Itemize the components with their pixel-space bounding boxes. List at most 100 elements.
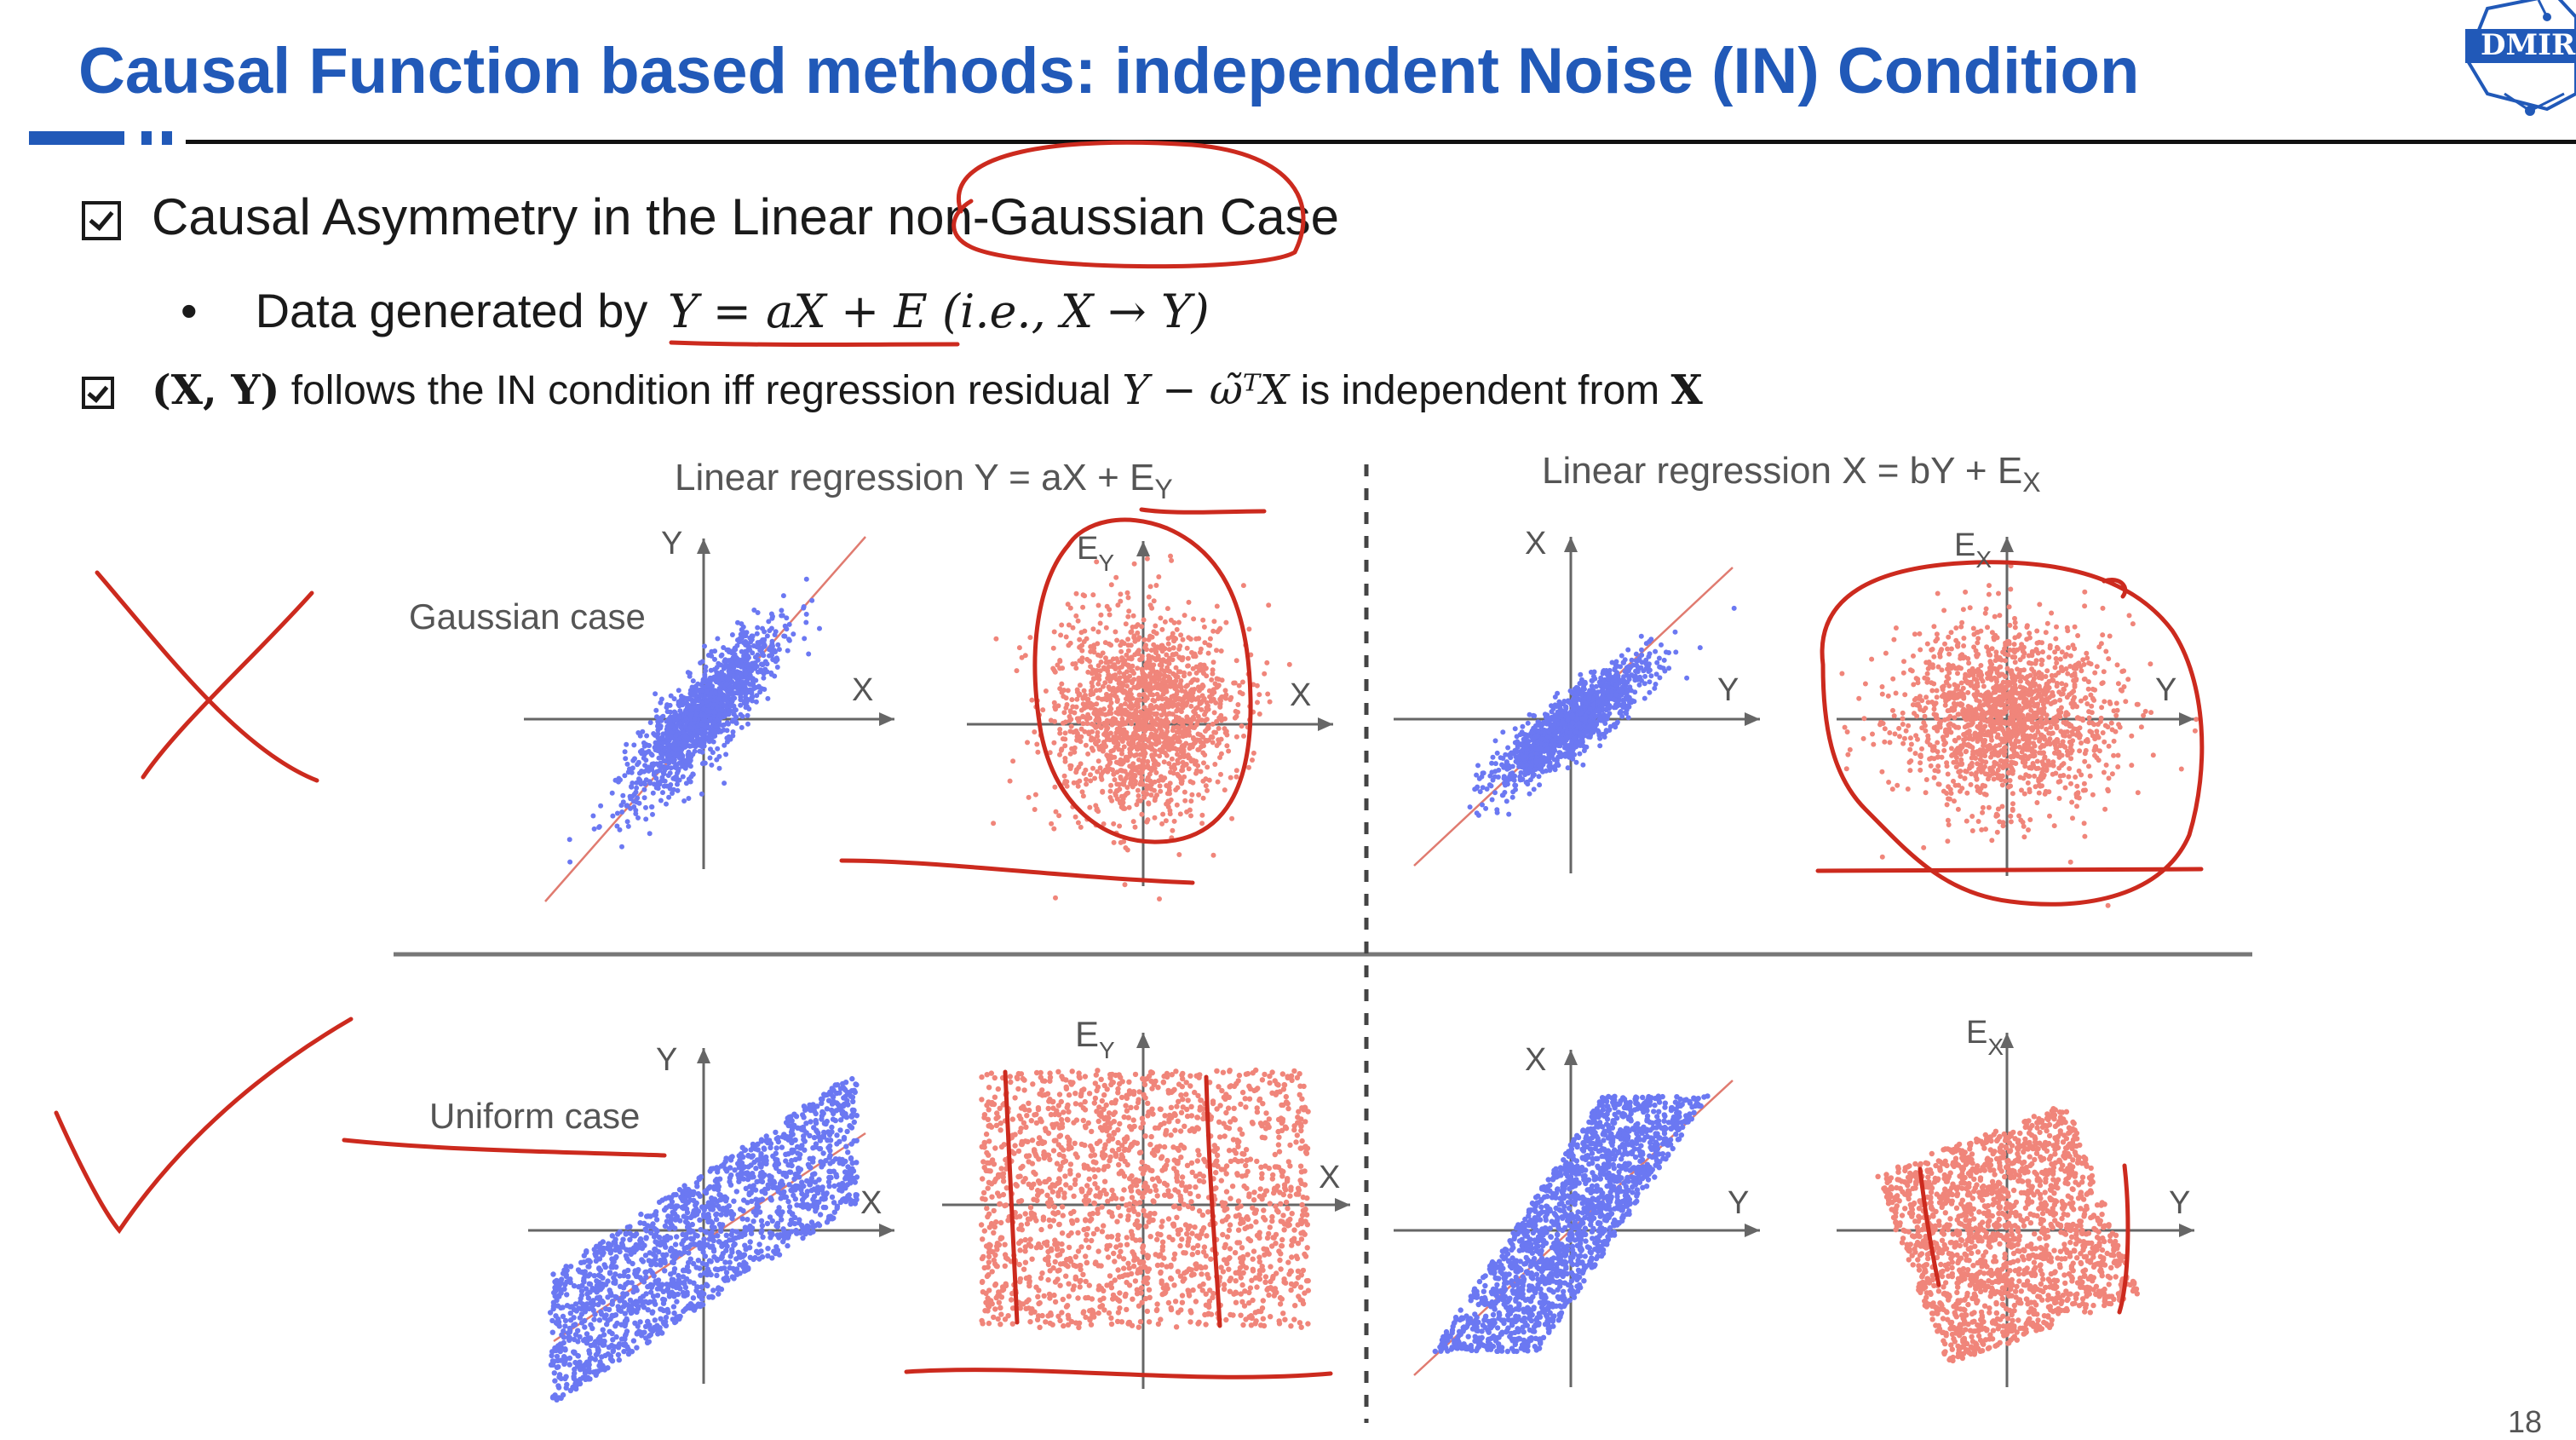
data-point — [1073, 665, 1078, 671]
data-point — [1056, 813, 1061, 818]
data-point — [1165, 698, 1170, 703]
data-point — [1217, 755, 1222, 760]
data-point — [739, 725, 745, 730]
data-point — [686, 796, 691, 801]
data-point — [641, 787, 647, 792]
data-point — [809, 598, 814, 603]
data-point — [1492, 769, 1498, 774]
data-point — [1080, 605, 1085, 610]
data-point — [1193, 762, 1198, 767]
data-point — [1093, 803, 1098, 808]
data-point — [1567, 752, 1572, 757]
data-point — [1637, 683, 1642, 688]
data-point — [1180, 768, 1185, 773]
data-point — [619, 809, 624, 815]
data-point — [1205, 788, 1210, 793]
data-point — [1122, 744, 1127, 749]
data-point — [1524, 747, 1529, 752]
data-point — [1118, 801, 1123, 806]
data-point — [567, 837, 572, 842]
data-point — [681, 798, 687, 804]
data-point — [725, 740, 730, 745]
data-point — [1621, 674, 1626, 679]
data-point — [1191, 616, 1196, 621]
data-point — [1211, 697, 1216, 702]
data-point — [2053, 636, 2058, 642]
data-point — [1673, 649, 1678, 654]
data-point — [1233, 716, 1238, 721]
data-point — [1653, 682, 1659, 687]
data-point — [1068, 606, 1073, 611]
data-point — [1654, 660, 1659, 665]
data-point — [1218, 698, 1223, 703]
data-point — [720, 672, 725, 677]
data-point — [1067, 623, 1072, 628]
data-point — [1153, 748, 1158, 753]
data-point — [1078, 825, 1084, 830]
data-point — [1059, 746, 1064, 752]
data-point — [1160, 812, 1165, 817]
data-point — [1166, 747, 1171, 752]
data-point — [1619, 654, 1624, 659]
data-point — [1578, 672, 1583, 677]
data-point — [1583, 701, 1588, 706]
data-point — [614, 824, 619, 829]
data-point — [1262, 671, 1267, 677]
data-point — [1131, 819, 1136, 824]
data-point — [1139, 775, 1144, 780]
data-point — [1161, 745, 1166, 750]
data-point — [1118, 642, 1123, 648]
data-point — [1062, 737, 1067, 742]
data-point — [1239, 723, 1245, 729]
data-point — [1127, 805, 1132, 810]
data-point — [1246, 765, 1251, 770]
data-point — [1174, 665, 1179, 671]
data-point — [1050, 666, 1055, 671]
data-point — [1172, 819, 1177, 824]
data-point — [699, 730, 704, 735]
data-point — [1601, 671, 1606, 677]
data-point — [1089, 701, 1094, 706]
data-point — [2101, 606, 2106, 611]
data-point — [1532, 786, 1537, 792]
data-point — [1178, 632, 1183, 637]
data-point — [708, 716, 713, 721]
data-point — [2068, 781, 2073, 786]
data-point — [690, 752, 695, 757]
data-point — [682, 745, 687, 750]
data-point — [1238, 690, 1243, 695]
data-point — [1587, 689, 1592, 694]
data-point — [2095, 664, 2100, 669]
data-point — [1479, 775, 1484, 780]
data-point — [1932, 775, 1937, 780]
data-point — [1592, 670, 1597, 675]
data-point — [725, 728, 730, 733]
data-point — [1216, 726, 1222, 731]
data-point — [658, 700, 663, 706]
data-point — [1020, 655, 1025, 660]
data-point — [666, 795, 671, 800]
data-point — [1051, 740, 1056, 746]
data-point — [1178, 729, 1183, 734]
data-point — [1234, 768, 1239, 773]
data-point — [1548, 760, 1553, 765]
data-point — [1125, 636, 1130, 642]
data-point — [745, 713, 750, 718]
data-point — [1629, 672, 1634, 677]
data-point — [1539, 736, 1544, 741]
data-point — [1182, 724, 1187, 729]
data-point — [2054, 746, 2059, 752]
data-point — [1164, 818, 1169, 823]
data-point — [1180, 744, 1185, 749]
data-point — [1076, 619, 1081, 624]
data-point — [1160, 648, 1165, 654]
data-point — [1570, 720, 1575, 725]
data-point — [702, 643, 707, 648]
data-point — [1096, 663, 1101, 668]
data-point — [1107, 709, 1113, 714]
data-point — [684, 780, 689, 786]
data-point — [1130, 656, 1135, 661]
data-point — [1201, 760, 1206, 765]
data-point — [1210, 667, 1216, 672]
data-point — [1174, 651, 1179, 656]
